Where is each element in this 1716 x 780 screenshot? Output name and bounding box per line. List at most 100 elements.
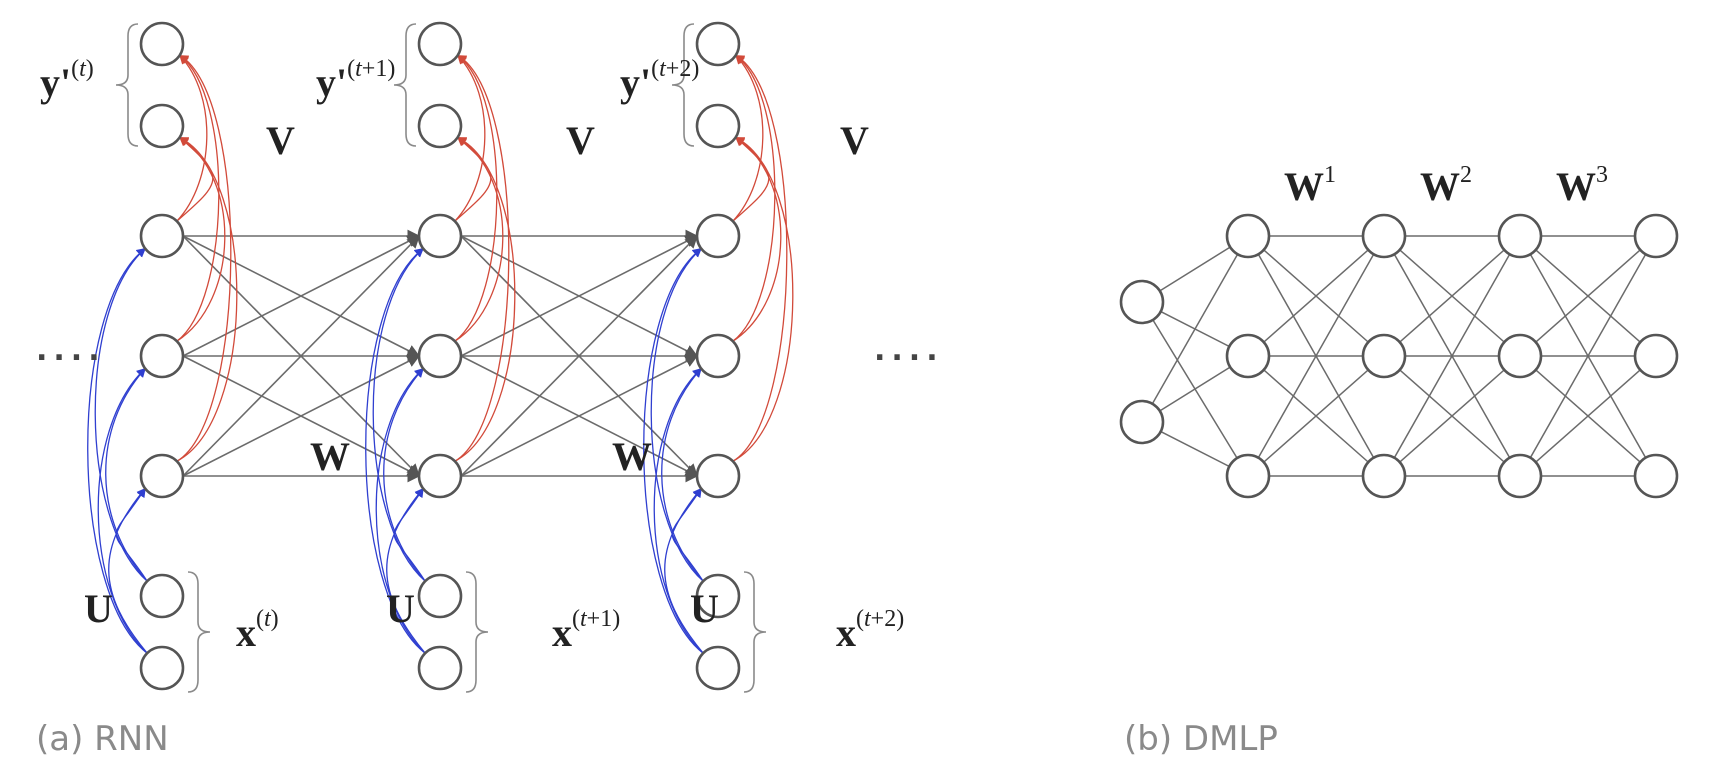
- input-edges: [87, 247, 704, 654]
- hidden-node: [695, 333, 741, 379]
- weight-v-label-1: V: [566, 118, 595, 163]
- output-node: [139, 103, 185, 149]
- output-label-t2: y'(t+2): [620, 56, 699, 105]
- output-label-t1: y'(t+1): [316, 56, 395, 105]
- output-edge: [454, 55, 498, 342]
- output-label-t: y'(t): [40, 56, 94, 105]
- output-node: [417, 103, 463, 149]
- output-edge: [732, 136, 794, 462]
- output-brace: [671, 23, 695, 147]
- hidden-node: [417, 333, 463, 379]
- recurrent-edge: [460, 235, 698, 477]
- dmlp-weight-label-3: W3: [1556, 162, 1608, 209]
- output-edge: [732, 137, 782, 342]
- rnn-nodes: [139, 21, 741, 691]
- hidden-node: [695, 213, 741, 259]
- output-edge: [176, 136, 214, 222]
- dmlp-node: [1225, 333, 1271, 379]
- dmlp-edge: [1247, 355, 1385, 477]
- input-edge: [375, 367, 426, 654]
- output-node: [695, 21, 741, 67]
- dmlp-node: [1633, 453, 1679, 499]
- input-edge: [108, 487, 148, 654]
- output-edge: [732, 54, 764, 222]
- dmlp-node: [1497, 333, 1543, 379]
- dmlp-weight-label-2: W2: [1420, 162, 1472, 209]
- input-edge: [671, 487, 704, 582]
- ellipsis-right: ....: [874, 333, 944, 368]
- weight-u-label-0: U: [84, 586, 113, 631]
- input-edge: [87, 248, 148, 654]
- recurrent-edge: [182, 235, 421, 357]
- input-brace: [187, 571, 211, 693]
- input-node: [139, 645, 185, 691]
- output-edge: [176, 54, 232, 462]
- recurrent-edge: [182, 355, 421, 477]
- output-edge: [732, 136, 770, 222]
- input-edge: [650, 247, 704, 582]
- dmlp-panel: W1 W2 W3 (b) DMLP: [1119, 162, 1679, 759]
- output-edge: [176, 55, 220, 342]
- input-brace: [743, 571, 767, 693]
- input-node: [417, 645, 463, 691]
- output-edge: [732, 54, 788, 462]
- weight-v-label-0: V: [266, 118, 295, 163]
- input-edge: [643, 248, 704, 654]
- dmlp-node: [1497, 213, 1543, 259]
- dmlp-node: [1225, 213, 1271, 259]
- input-label-t: x(t): [236, 606, 279, 655]
- input-label-t2: x(t+2): [836, 606, 904, 655]
- hidden-node: [417, 453, 463, 499]
- input-edge: [386, 487, 426, 654]
- dmlp-edge: [1247, 235, 1385, 357]
- dmlp-edge: [1519, 235, 1657, 477]
- output-edge: [732, 55, 776, 342]
- dmlp-node: [1633, 213, 1679, 259]
- recurrent-edge: [182, 235, 420, 477]
- input-edge: [393, 487, 426, 582]
- output-edge: [454, 136, 516, 462]
- weight-w-label-0: W: [310, 434, 350, 479]
- braces: [115, 23, 767, 693]
- recurrent-edge: [460, 235, 699, 357]
- input-brace: [465, 571, 489, 693]
- dmlp-node: [1633, 333, 1679, 379]
- input-edge: [372, 247, 426, 582]
- output-edge: [454, 54, 510, 462]
- hidden-node: [695, 453, 741, 499]
- recurrent-edges: [182, 229, 699, 483]
- input-label-t1: x(t+1): [552, 606, 620, 655]
- output-edge: [454, 137, 504, 342]
- dmlp-nodes: [1119, 213, 1679, 499]
- input-edge: [653, 367, 704, 654]
- hidden-node: [139, 453, 185, 499]
- dmlp-edge: [1247, 235, 1385, 477]
- dmlp-node: [1361, 453, 1407, 499]
- weight-u-label-2: U: [690, 586, 719, 631]
- input-edge: [664, 487, 704, 654]
- output-edge: [454, 54, 486, 222]
- dmlp-node: [1119, 279, 1165, 325]
- dmlp-node: [1361, 333, 1407, 379]
- input-edge: [94, 247, 148, 582]
- recurrent-edge: [460, 355, 699, 477]
- weight-u-label-1: U: [386, 586, 415, 631]
- output-edge: [176, 54, 208, 222]
- dmlp-edge: [1519, 355, 1657, 477]
- output-node: [417, 21, 463, 67]
- ellipsis-left: ....: [36, 333, 106, 368]
- dmlp-edge: [1519, 235, 1657, 357]
- weight-v-label-2: V: [840, 118, 869, 163]
- input-node: [139, 573, 185, 619]
- rnn-panel: .... .... y'(t) V W U x(t) y'(t+1) V W U…: [36, 21, 944, 759]
- dmlp-edge: [1141, 235, 1249, 423]
- output-brace: [393, 23, 417, 147]
- dmlp-node: [1361, 213, 1407, 259]
- rnn-caption: (a) RNN: [36, 719, 169, 759]
- dmlp-edge: [1383, 235, 1521, 357]
- dmlp-weight-label-1: W1: [1284, 162, 1336, 209]
- input-edge: [365, 248, 426, 654]
- hidden-node: [139, 333, 185, 379]
- output-edges: [176, 54, 794, 462]
